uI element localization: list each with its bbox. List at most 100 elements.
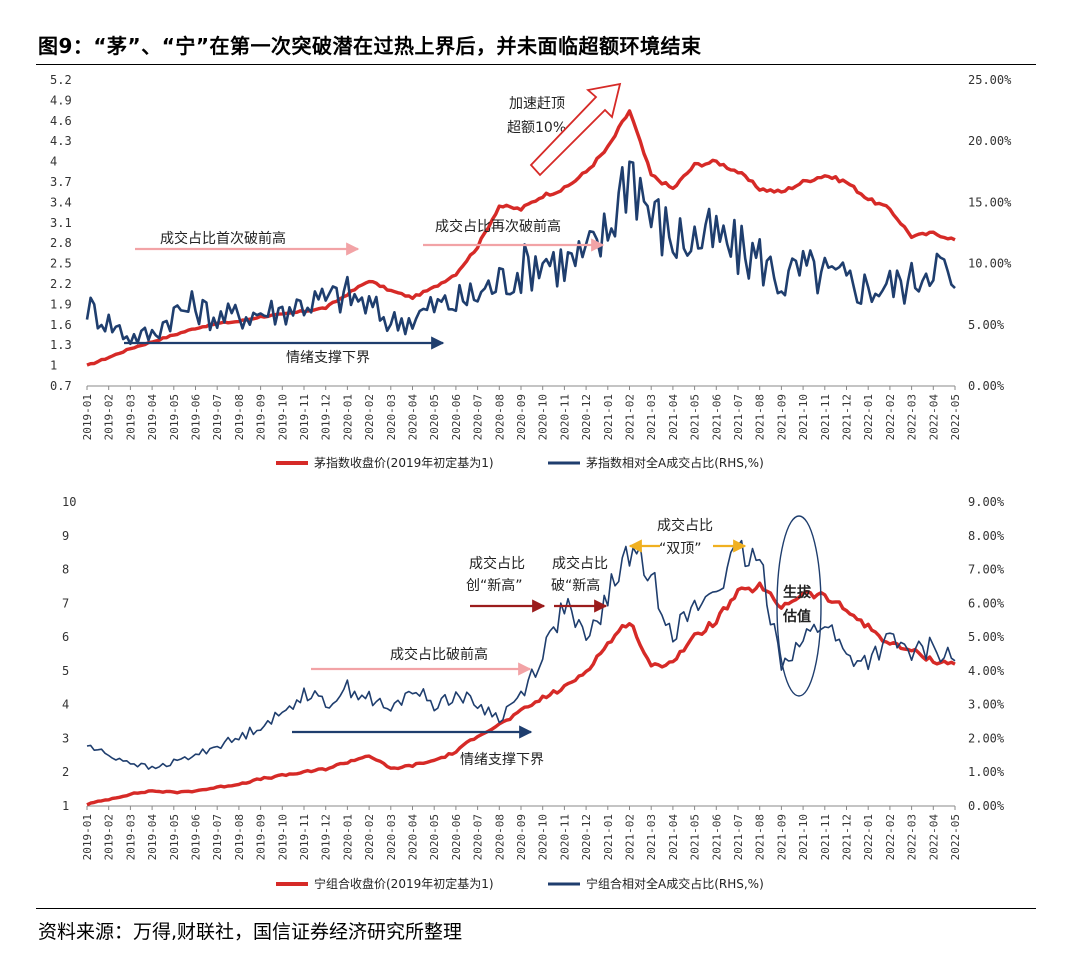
x-tick-label: 2022-02 <box>884 394 897 440</box>
y-right-tick-label: 7.00% <box>968 563 1005 577</box>
y-left-tick-label: 2.8 <box>50 236 72 250</box>
y-right-tick-label: 25.00% <box>968 73 1012 87</box>
y-right-tick-label: 8.00% <box>968 529 1005 543</box>
annotation-text: 成交占比首次破前高 <box>160 230 286 247</box>
x-tick-label: 2022-02 <box>884 814 897 860</box>
x-tick-label: 2020-09 <box>515 394 528 440</box>
source-note: 资料来源：万得,财联社，国信证券经济研究所整理 <box>38 921 463 943</box>
y-left-tick-label: 1 <box>62 799 69 813</box>
x-tick-label: 2019-09 <box>255 814 268 860</box>
x-tick-label: 2020-04 <box>407 814 420 861</box>
price-line <box>86 581 956 807</box>
y-left-tick-label: 8 <box>62 563 69 577</box>
x-tick-label: 2019-05 <box>168 814 181 860</box>
y-left-tick-label: 2.2 <box>50 277 72 291</box>
x-tick-label: 2019-08 <box>233 394 246 440</box>
x-tick-label: 2021-05 <box>689 814 702 860</box>
annotation-text: 破“新高 <box>551 577 600 594</box>
y-right-tick-label: 20.00% <box>968 134 1012 148</box>
x-tick-label: 2019-12 <box>320 394 333 440</box>
x-tick-label: 2019-11 <box>298 814 311 860</box>
x-tick-label: 2021-08 <box>754 394 767 440</box>
x-tick-label: 2022-03 <box>906 814 919 860</box>
x-tick-label: 2021-01 <box>602 394 615 440</box>
x-tick-label: 2022-01 <box>862 814 875 860</box>
x-tick-label: 2019-01 <box>81 814 94 860</box>
annotation-text: 成交占比 <box>469 555 525 572</box>
x-tick-label: 2020-08 <box>493 394 506 440</box>
x-tick-label: 2020-11 <box>558 394 571 440</box>
x-tick-label: 2020-12 <box>580 814 593 860</box>
x-tick-label: 2021-10 <box>797 394 810 440</box>
x-tick-label: 2020-07 <box>472 394 485 440</box>
y-right-tick-label: 3.00% <box>968 698 1005 712</box>
y-left-tick-label: 5 <box>62 664 69 678</box>
x-tick-label: 2021-03 <box>645 394 658 440</box>
y-left-tick-label: 3.1 <box>50 216 72 230</box>
highlight-ellipse <box>776 515 822 697</box>
x-tick-label: 2021-03 <box>645 814 658 860</box>
annotation-text: 估值 <box>782 608 811 625</box>
annotation-text: 成交占比 <box>657 517 713 534</box>
x-tick-label: 2022-04 <box>927 814 940 861</box>
x-tick-label: 2020-07 <box>472 814 485 860</box>
y-left-tick-label: 1.9 <box>50 297 72 311</box>
x-tick-label: 2020-04 <box>407 394 420 441</box>
annotation-text: 成交占比破前高 <box>390 646 488 663</box>
y-left-tick-label: 9 <box>62 529 69 543</box>
title-rule <box>36 64 1036 65</box>
x-tick-label: 2020-06 <box>450 394 463 440</box>
x-tick-label: 2019-04 <box>146 814 159 861</box>
x-tick-label: 2020-03 <box>385 814 398 860</box>
x-tick-label: 2020-11 <box>558 814 571 860</box>
y-right-tick-label: 15.00% <box>968 195 1012 209</box>
x-tick-label: 2019-05 <box>168 394 181 440</box>
source-rule <box>36 908 1036 909</box>
y-left-tick-label: 1.3 <box>50 338 72 352</box>
x-tick-label: 2020-12 <box>580 394 593 440</box>
x-tick-label: 2021-09 <box>775 814 788 860</box>
y-left-tick-label: 1.6 <box>50 318 72 332</box>
y-right-tick-label: 5.00% <box>968 318 1005 332</box>
price-line <box>86 109 956 367</box>
x-tick-label: 2019-03 <box>124 394 137 440</box>
annotation-text: “双顶” <box>659 541 702 557</box>
x-tick-label: 2021-09 <box>775 394 788 440</box>
y-left-tick-label: 3 <box>62 731 69 745</box>
annotation-text: 情绪支撑下界 <box>286 350 370 366</box>
legend-label: 茅指数相对全A成交占比(RHS,%) <box>586 455 764 470</box>
y-right-tick-label: 0.00% <box>968 379 1005 393</box>
y-left-tick-label: 4 <box>50 155 57 169</box>
y-left-tick-label: 5.2 <box>50 73 72 87</box>
x-tick-label: 2022-05 <box>949 814 962 860</box>
x-tick-label: 2020-08 <box>493 814 506 860</box>
x-tick-label: 2019-02 <box>103 814 116 860</box>
x-tick-label: 2021-11 <box>819 394 832 440</box>
x-tick-label: 2021-11 <box>819 814 832 860</box>
x-tick-label: 2019-01 <box>81 394 94 440</box>
annotation-text: 超额10%+ <box>507 120 578 136</box>
x-tick-label: 2019-06 <box>190 394 203 440</box>
annotation-text: 成交占比 <box>552 555 608 572</box>
x-tick-label: 2019-10 <box>276 394 289 440</box>
x-tick-label: 2021-08 <box>754 814 767 860</box>
x-tick-label: 2019-07 <box>211 814 224 860</box>
y-left-tick-label: 6 <box>62 630 69 644</box>
x-tick-label: 2021-12 <box>841 394 854 440</box>
x-tick-label: 2019-12 <box>320 814 333 860</box>
x-tick-label: 2020-02 <box>363 394 376 440</box>
x-tick-label: 2020-05 <box>428 394 441 440</box>
x-tick-label: 2019-06 <box>190 814 203 860</box>
x-tick-label: 2021-01 <box>602 814 615 860</box>
y-right-tick-label: 5.00% <box>968 630 1005 644</box>
x-tick-label: 2020-10 <box>537 814 550 860</box>
y-right-tick-label: 4.00% <box>968 664 1005 678</box>
y-left-tick-label: 4.3 <box>50 134 72 148</box>
y-right-tick-label: 6.00% <box>968 596 1005 610</box>
x-tick-label: 2019-07 <box>211 394 224 440</box>
x-tick-label: 2022-03 <box>906 394 919 440</box>
share-line <box>86 539 956 770</box>
x-tick-label: 2021-04 <box>667 814 680 861</box>
y-right-tick-label: 1.00% <box>968 765 1005 779</box>
x-tick-label: 2020-02 <box>363 814 376 860</box>
